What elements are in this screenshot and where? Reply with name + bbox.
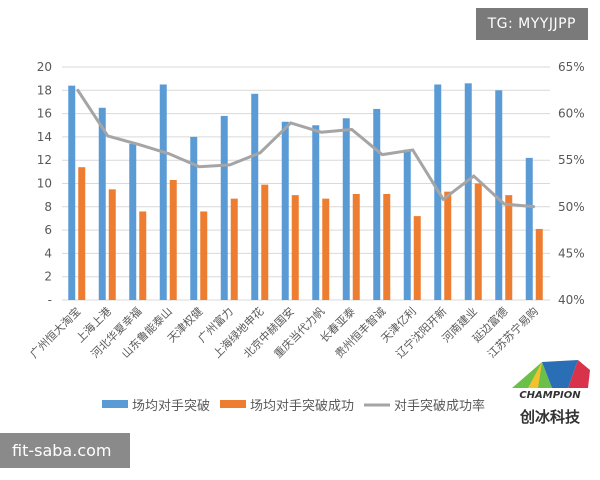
y-right-tick-label: 40% (558, 293, 585, 307)
watermark-bottom: fit-saba.com (0, 433, 130, 468)
point-success-rate (381, 154, 383, 156)
legend-label: 场均对手突破 (132, 398, 210, 414)
bar-successful-breakthroughs (383, 193, 391, 300)
bar-successful-breakthroughs (291, 195, 299, 300)
bar-breakthroughs (464, 83, 472, 300)
bar-breakthroughs (403, 149, 411, 300)
bar-successful-breakthroughs (78, 167, 86, 300)
y-left-tick-label: 6 (44, 223, 52, 237)
bar-breakthroughs (312, 125, 320, 300)
point-success-rate (503, 203, 505, 205)
y-left-tick-label: - (48, 293, 52, 307)
bar-breakthroughs (373, 108, 381, 300)
bar-successful-breakthroughs (230, 198, 238, 300)
logo-cn: 创冰科技 (519, 408, 580, 426)
x-tick-label: 广州恒大淘宝 (27, 304, 84, 361)
y-left-tick-label: 16 (37, 107, 52, 121)
point-success-rate (259, 152, 261, 154)
bar-breakthroughs (525, 157, 533, 300)
logo-en: CHAMPION (519, 390, 581, 401)
legend-label: 对手突破成功率 (394, 398, 485, 414)
bar-successful-breakthroughs (352, 193, 360, 300)
y-right-tick-label: 50% (558, 200, 585, 214)
bar-successful-breakthroughs (322, 198, 330, 300)
y-right-tick-label: 45% (558, 246, 585, 260)
y-left-tick-label: 12 (37, 153, 52, 167)
bar-breakthroughs (251, 93, 259, 300)
bar-successful-breakthroughs (444, 191, 452, 300)
bar-breakthroughs (342, 118, 350, 300)
y-left-tick-label: 2 (44, 270, 52, 284)
point-success-rate (76, 88, 78, 90)
y-right-tick-label: 55% (558, 153, 585, 167)
watermark-top: TG: MYYJJPP (475, 8, 588, 40)
point-success-rate (534, 206, 536, 208)
point-success-rate (473, 175, 475, 177)
point-success-rate (351, 128, 353, 130)
bar-successful-breakthroughs (261, 184, 269, 300)
point-success-rate (442, 198, 444, 200)
y-left-tick-label: 14 (37, 130, 52, 144)
bar-breakthroughs (98, 107, 106, 301)
bar-successful-breakthroughs (108, 189, 116, 300)
bar-breakthroughs (190, 136, 198, 300)
point-success-rate (412, 149, 414, 151)
y-left-tick-label: 10 (37, 177, 52, 191)
bar-breakthroughs (129, 143, 137, 300)
line-success-rate (75, 88, 535, 209)
point-success-rate (198, 166, 200, 168)
bar-successful-breakthroughs (474, 183, 482, 300)
point-success-rate (107, 135, 109, 137)
bar-breakthroughs (68, 85, 76, 300)
bar-successful-breakthroughs (169, 180, 177, 300)
y-left-tick-label: 8 (44, 200, 52, 214)
y-left-tick-label: 4 (44, 246, 52, 260)
bar-successful-breakthroughs (413, 216, 421, 300)
bar-breakthroughs (159, 84, 167, 300)
logo-mark-icon (512, 360, 590, 388)
bar-successful-breakthroughs (505, 195, 513, 300)
bar-breakthroughs (495, 90, 503, 300)
point-success-rate (137, 143, 139, 145)
bar-breakthroughs (220, 115, 228, 301)
bar-breakthroughs (281, 121, 289, 300)
bar-successful-breakthroughs (139, 211, 147, 300)
legend-swatch (102, 400, 128, 408)
legend-swatch (220, 400, 246, 408)
y-left-tick-label: 20 (37, 60, 52, 74)
bar-successful-breakthroughs (535, 228, 543, 300)
champion-logo: CHAMPION 创冰科技 (508, 358, 592, 448)
y-right-tick-label: 60% (558, 107, 585, 121)
bar-successful-breakthroughs (200, 211, 208, 300)
point-success-rate (320, 131, 322, 133)
point-success-rate (229, 164, 231, 166)
point-success-rate (290, 122, 292, 124)
point-success-rate (168, 153, 170, 155)
y-right-tick-label: 65% (558, 60, 585, 74)
y-left-tick-label: 18 (37, 83, 52, 97)
legend-label: 场均对手突破成功 (250, 398, 354, 414)
